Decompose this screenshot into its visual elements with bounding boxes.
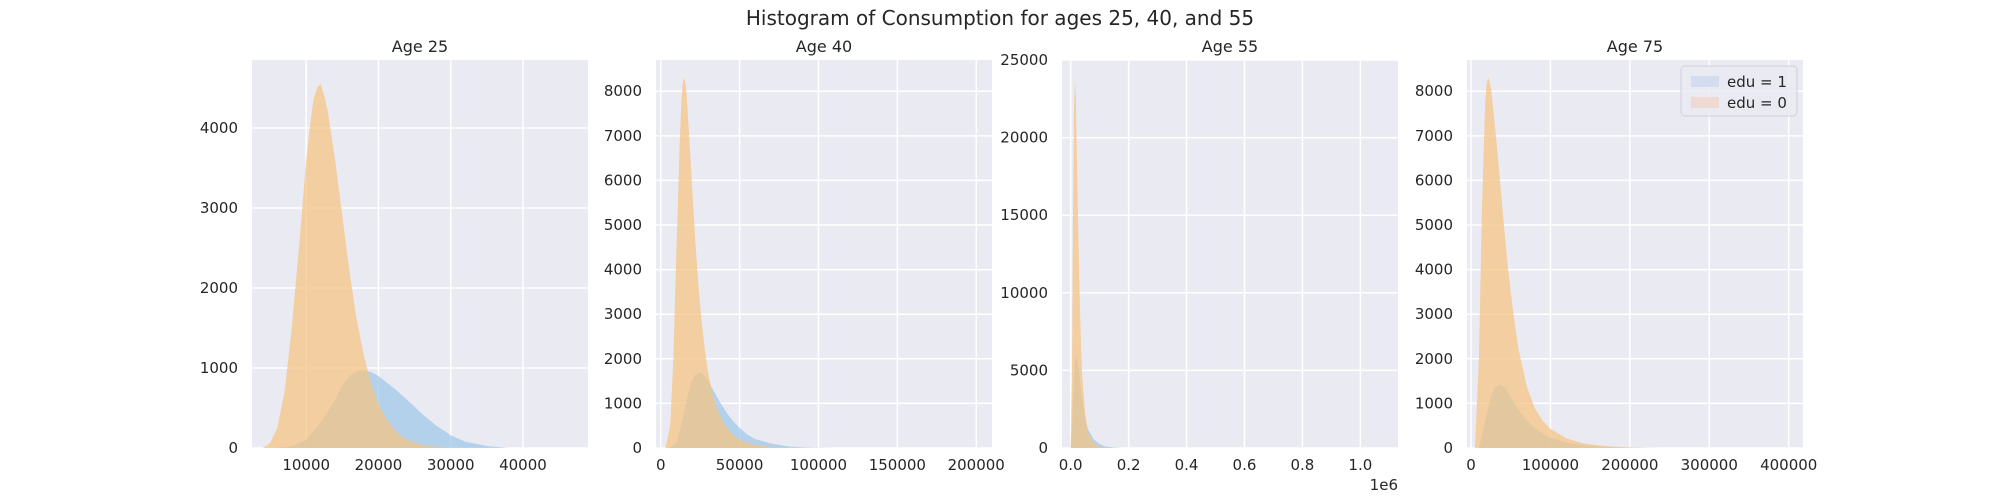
y-tick-label: 1000 — [1415, 394, 1453, 412]
y-tick-label: 6000 — [1415, 171, 1453, 189]
figure-suptitle: Histogram of Consumption for ages 25, 40… — [746, 6, 1254, 30]
x-tick-label: 150000 — [869, 456, 926, 474]
x-tick-label: 20000 — [355, 456, 403, 474]
y-tick-label: 3000 — [1415, 305, 1453, 323]
x-tick-label: 300000 — [1681, 456, 1738, 474]
y-tick-label: 0 — [228, 439, 238, 457]
x-tick-label: 0.6 — [1233, 456, 1257, 474]
panel-title: Age 25 — [392, 37, 448, 56]
y-tick-label: 7000 — [1415, 127, 1453, 145]
x-tick-label: 10000 — [282, 456, 330, 474]
legend-swatch — [1691, 76, 1719, 87]
y-tick-label: 10000 — [1000, 284, 1048, 302]
y-tick-label: 5000 — [1010, 361, 1048, 379]
x-tick-label: 200000 — [1601, 456, 1658, 474]
y-tick-label: 1000 — [200, 359, 238, 377]
series-area-edu0 — [665, 77, 787, 448]
x-offset-label: 1e6 — [1370, 476, 1398, 494]
y-tick-label: 6000 — [604, 171, 642, 189]
panel-3: Age 55 0.0 0.2 0.4 0.6 0.8 1.0 0 5000 10000 15000 2… — [1000, 37, 1398, 494]
x-tick-label: 400000 — [1760, 456, 1817, 474]
y-tick-label: 1000 — [604, 394, 642, 412]
x-tick-label: 100000 — [790, 456, 847, 474]
y-tick-label: 2000 — [200, 279, 238, 297]
y-tick-label: 3000 — [604, 305, 642, 323]
series-area-edu0 — [1070, 78, 1106, 448]
panel-1: Age 25 10000 20000 30000 40000 0 1000 2000 3000 4… — [200, 37, 588, 474]
y-tick-label: 5000 — [604, 216, 642, 234]
panel-background — [656, 60, 992, 448]
y-tick-label: 4000 — [604, 261, 642, 279]
series-area-edu0 — [262, 84, 451, 448]
y-tick-label: 4000 — [200, 119, 238, 137]
x-tick-label: 0.2 — [1117, 456, 1141, 474]
x-tick-label: 200000 — [948, 456, 1005, 474]
x-tick-label: 100000 — [1522, 456, 1579, 474]
y-tick-label: 8000 — [604, 82, 642, 100]
y-tick-label: 0 — [1443, 439, 1453, 457]
y-tick-label: 20000 — [1000, 129, 1048, 147]
y-tick-label: 3000 — [200, 199, 238, 217]
y-tick-label: 5000 — [1415, 216, 1453, 234]
panel-title: Age 75 — [1607, 37, 1663, 56]
y-tick-label: 2000 — [604, 350, 642, 368]
y-tick-label: 0 — [632, 439, 642, 457]
y-tick-label: 8000 — [1415, 82, 1453, 100]
y-tick-label: 4000 — [1415, 261, 1453, 279]
series-area-edu0 — [1474, 77, 1662, 448]
legend-label: edu = 0 — [1727, 94, 1787, 112]
x-tick-label: 0.4 — [1175, 456, 1199, 474]
x-tick-label: 0 — [1466, 456, 1476, 474]
legend-swatch — [1691, 97, 1719, 108]
panel-title: Age 40 — [796, 37, 852, 56]
x-tick-label: 0 — [656, 456, 666, 474]
panel-title: Age 55 — [1202, 37, 1258, 56]
x-tick-label: 1.0 — [1348, 456, 1372, 474]
panel-background — [1062, 60, 1398, 448]
y-tick-label: 0 — [1038, 439, 1048, 457]
panel-2: Age 40 0 50000 100000 150000 200000 0 1000 2000 3… — [604, 37, 1005, 474]
y-tick-label: 25000 — [1000, 51, 1048, 69]
x-tick-label: 40000 — [499, 456, 547, 474]
x-tick-label: 0.0 — [1059, 456, 1083, 474]
legend-label: edu = 1 — [1727, 73, 1787, 91]
y-tick-label: 2000 — [1415, 350, 1453, 368]
x-tick-label: 0.8 — [1290, 456, 1314, 474]
y-tick-label: 7000 — [604, 127, 642, 145]
y-tick-label: 15000 — [1000, 206, 1048, 224]
x-tick-label: 30000 — [427, 456, 475, 474]
legend: edu = 1 edu = 0 — [1680, 65, 1798, 117]
x-tick-label: 50000 — [716, 456, 764, 474]
panel-4: Age 75 0 100000 200000 300000 400000 0 1000 2000… — [1415, 37, 1818, 474]
